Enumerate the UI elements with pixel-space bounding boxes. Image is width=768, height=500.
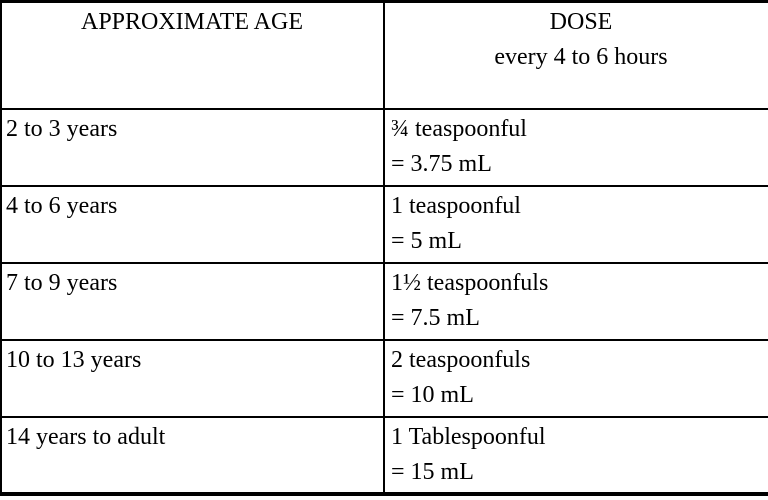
dose-amount: 2 teaspoonfuls (391, 346, 531, 373)
age-cell: 2 to 3 years (0, 107, 385, 187)
table-row: 14 years to adult 1 Tablespoonful = 15 m… (0, 415, 768, 495)
dose-equivalent: = 10 mL (391, 381, 474, 408)
dose-cell: 1 teaspoonful = 5 mL (383, 184, 768, 264)
col-header-dose-title: DOSE (549, 9, 613, 35)
age-cell: 4 to 6 years (0, 184, 385, 264)
dose-amount: 1½ teaspoonfuls (391, 269, 549, 296)
dose-equivalent: = 5 mL (391, 227, 462, 254)
dose-cell: 1½ teaspoonfuls = 7.5 mL (383, 261, 768, 341)
table-row: 7 to 9 years 1½ teaspoonfuls = 7.5 mL (0, 261, 768, 341)
age-cell: 14 years to adult (0, 415, 385, 495)
dose-cell: 2 teaspoonfuls = 10 mL (383, 338, 768, 418)
dose-equivalent: = 3.75 mL (391, 150, 492, 177)
dose-equivalent: = 7.5 mL (391, 304, 480, 331)
table-row: 2 to 3 years ¾ teaspoonful = 3.75 mL (0, 107, 768, 187)
col-header-dose-subtitle: every 4 to 6 hours (494, 44, 668, 70)
dose-cell: ¾ teaspoonful = 3.75 mL (383, 107, 768, 187)
age-cell: 7 to 9 years (0, 261, 385, 341)
dose-equivalent: = 15 mL (391, 458, 474, 485)
dose-cell: 1 Tablespoonful = 15 mL (383, 415, 768, 495)
col-header-dose: DOSE every 4 to 6 hours (383, 0, 768, 110)
dose-amount: ¾ teaspoonful (391, 115, 527, 142)
dose-amount: 1 Tablespoonful (391, 423, 546, 450)
table-row: 10 to 13 years 2 teaspoonfuls = 10 mL (0, 338, 768, 418)
table-row: 4 to 6 years 1 teaspoonful = 5 mL (0, 184, 768, 264)
col-header-age: APPROXIMATE AGE (0, 0, 385, 110)
dose-amount: 1 teaspoonful (391, 192, 521, 219)
age-cell: 10 to 13 years (0, 338, 385, 418)
col-header-age-title: APPROXIMATE AGE (80, 9, 304, 35)
header-row: APPROXIMATE AGE DOSE every 4 to 6 hours (0, 0, 768, 110)
